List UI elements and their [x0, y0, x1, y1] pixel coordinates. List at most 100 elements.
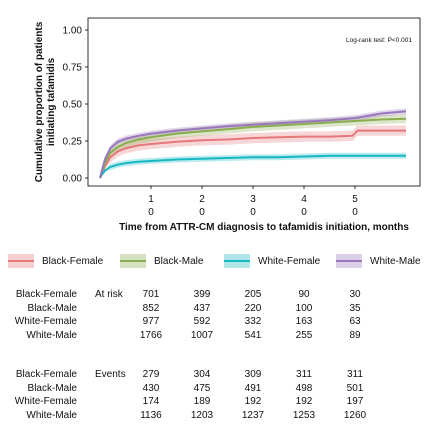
legend-key-white-female [224, 251, 250, 271]
events-cell: 192 [244, 396, 262, 407]
x-axis: 1 0 2 0 3 0 4 0 5 0 [148, 186, 358, 218]
band-black-female [100, 125, 406, 178]
at-risk-label: At risk [95, 289, 123, 300]
x-tick-label-line2: 0 [199, 207, 205, 218]
legend-label: White-Female [258, 255, 321, 267]
at-risk-cell: 977 [142, 316, 160, 327]
at-risk-cell: 852 [142, 302, 160, 314]
at-risk-row: Black-Male 852 437 220 100 35 [0, 303, 440, 316]
y-axis: 0.00 0.25 0.50 0.75 1.00 [63, 26, 88, 185]
events-cell: 430 [142, 382, 160, 394]
events-cell: 1260 [343, 409, 367, 421]
line-black-female [99, 129, 406, 179]
x-tick-label-line2: 0 [352, 207, 358, 218]
y-tick-label: 0.75 [63, 63, 83, 74]
at-risk-row-name: White-Female [14, 316, 77, 327]
events-row: White-Male 1136 1203 1237 1253 1260 [0, 410, 440, 423]
events-cell: 311 [347, 369, 363, 380]
legend-key-black-female [8, 251, 34, 271]
at-risk-row-name: White-Male [26, 329, 77, 341]
y-tick-label: 1.00 [63, 26, 83, 37]
at-risk-row: White-Male 1766 1007 541 255 89 [0, 330, 440, 343]
x-axis-title: Time from ATTR-CM diagnosis to tafamidis… [119, 222, 409, 233]
events-row-name: White-Female [14, 396, 77, 407]
events-cell: 1203 [190, 409, 214, 421]
line-black-male [99, 117, 407, 179]
x-tick-label: 2 [199, 194, 205, 205]
events-cell: 491 [244, 382, 262, 394]
events-label: Events [95, 369, 126, 380]
events-row: White-Female 174 189 192 192 197 [0, 396, 440, 409]
x-tick-label: 3 [250, 194, 256, 205]
at-risk-row-name: Black-Male [27, 302, 77, 314]
confidence-bands [100, 108, 406, 178]
x-tick-label: 5 [352, 194, 358, 205]
events-row-name: White-Male [26, 409, 77, 421]
line-white-female [99, 154, 406, 179]
events-cell: 1237 [241, 409, 265, 421]
events-cell: 311 [296, 369, 312, 380]
at-risk-row-name: Black-Female [15, 289, 77, 300]
legend-key-white-male [336, 251, 362, 271]
at-risk-cell: 35 [349, 302, 361, 314]
events-cell: 304 [193, 369, 211, 380]
legend-item-white-female: White-Female [224, 250, 320, 272]
y-axis-title-line2: initiating tafamidis [46, 57, 57, 146]
at-risk-cell: 163 [295, 316, 313, 327]
x-tick-label: 4 [301, 194, 307, 205]
events-cell: 174 [142, 396, 160, 407]
y-axis-title-line1: Cumulative proportion of patients [34, 21, 45, 182]
at-risk-cell: 100 [295, 302, 313, 314]
events-cell: 279 [142, 369, 160, 380]
at-risk-cell: 63 [349, 316, 361, 327]
at-risk-cell: 205 [244, 289, 262, 300]
events-row: Black-Male 430 475 491 498 501 [0, 383, 440, 396]
logrank-annotation: Log-rank test: P<0.001 [346, 37, 412, 44]
events-row-name: Black-Male [27, 382, 77, 394]
y-axis-title: Cumulative proportion of patientsinitiat… [34, 21, 57, 182]
at-risk-cell: 1007 [190, 329, 214, 341]
legend-item-black-male: Black-Male [120, 250, 203, 272]
x-tick-label-line2: 0 [148, 207, 154, 218]
at-risk-row: White-Female 977 592 332 163 63 [0, 316, 440, 329]
km-chart: 0.00 0.25 0.50 0.75 1.00 1 0 2 0 3 0 4 0 5 0 Log-rank… [34, 17, 421, 233]
events-cell: 1253 [292, 409, 316, 421]
x-tick-label: 1 [148, 194, 154, 205]
legend-key-black-male [120, 251, 146, 271]
at-risk-cell: 30 [349, 289, 361, 300]
series-lines [99, 110, 407, 179]
y-tick-label: 0.50 [63, 100, 83, 111]
legend-label: Black-Male [154, 255, 204, 267]
events-row: Black-Female Events 279 304 309 311 311 [0, 369, 440, 382]
y-tick-label: 0.25 [63, 137, 83, 148]
at-risk-cell: 220 [244, 302, 262, 314]
at-risk-cell: 701 [142, 289, 160, 300]
events-cell: 501 [346, 382, 364, 394]
events-row-name: Black-Female [15, 369, 77, 380]
y-tick-label: 0.00 [63, 174, 83, 185]
at-risk-cell: 332 [244, 316, 262, 327]
events-cell: 475 [193, 382, 211, 394]
events-cell: 189 [193, 396, 211, 407]
at-risk-cell: 399 [193, 289, 211, 300]
at-risk-row: Black-Female At risk 701 399 205 90 30 [0, 289, 440, 302]
plot-frame [87, 17, 421, 187]
at-risk-cell: 255 [295, 329, 313, 341]
at-risk-cell: 437 [193, 302, 211, 314]
legend-item-black-female: Black-Female [8, 250, 103, 272]
events-cell: 309 [244, 369, 262, 380]
x-tick-label-line2: 0 [250, 207, 256, 218]
at-risk-cell: 89 [349, 329, 361, 341]
legend-label: Black-Female [42, 255, 104, 267]
x-tick-label-line2: 0 [301, 207, 307, 218]
at-risk-cell: 592 [193, 316, 211, 327]
at-risk-cell: 1766 [139, 329, 163, 341]
events-cell: 197 [346, 396, 364, 407]
legend-item-white-male: White-Male [336, 250, 421, 272]
at-risk-cell: 541 [244, 329, 262, 341]
legend: Black-Female Black-Male White-Female White-… [0, 250, 440, 272]
events-cell: 1136 [140, 409, 162, 421]
events-cell: 498 [295, 382, 313, 394]
at-risk-cell: 90 [298, 289, 310, 300]
events-cell: 192 [295, 396, 313, 407]
